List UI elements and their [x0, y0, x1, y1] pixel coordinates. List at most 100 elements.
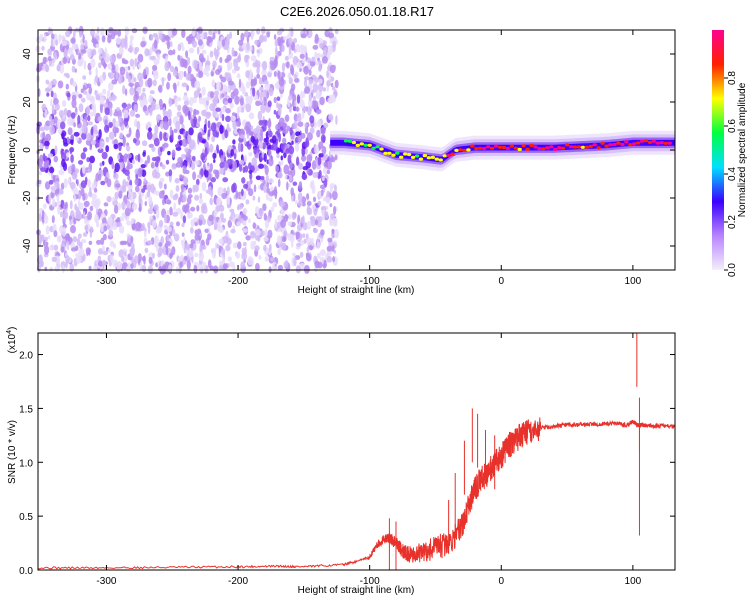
spectrogram-cell: [296, 242, 302, 247]
spectrogram-cell: [38, 88, 41, 97]
spectrogram-peak: [414, 154, 420, 158]
spectrogram-cell: [311, 204, 316, 210]
spectrogram-cell: [54, 189, 60, 195]
spectrogram-cell: [73, 131, 80, 137]
spectrogram-cell: [137, 63, 142, 69]
spectrogram-cell: [193, 116, 198, 125]
spectrogram-cell: [151, 100, 156, 110]
spectrogram-cell: [221, 113, 225, 122]
spectrogram-cell: [42, 56, 47, 65]
spectrogram-cell: [82, 232, 88, 237]
spectrogram-peak: [529, 143, 534, 147]
spectrogram-cell: [252, 128, 259, 135]
spectrogram-cell: [290, 234, 295, 243]
spectrogram-peak: [466, 148, 471, 152]
spectrogram-cell: [108, 72, 115, 80]
spectrogram-peak: [568, 145, 574, 149]
spectrogram-cell: [102, 63, 108, 68]
spectrogram-cell: [139, 77, 144, 88]
spectrogram-cell: [143, 68, 147, 79]
spectrogram-cell: [256, 60, 261, 67]
spectrogram-cell: [259, 86, 264, 92]
spectrogram-cell: [44, 108, 48, 119]
spectrogram-cell: [165, 159, 170, 165]
spectrogram-cell: [91, 102, 96, 111]
spectrogram-cell: [113, 204, 119, 214]
spectrogram-cell: [294, 77, 300, 83]
spectrogram-cell: [234, 95, 240, 105]
spectrogram-cell: [296, 61, 303, 69]
spectrogram-cell: [264, 228, 268, 238]
spectrogram-cell: [227, 219, 232, 228]
spectrogram-cell: [88, 265, 92, 271]
spectrogram-cell: [188, 99, 191, 105]
spectrogram-cell: [188, 212, 193, 219]
spectrogram-cell: [201, 109, 207, 117]
spectrogram-cell: [42, 152, 46, 162]
spectrogram-peak: [450, 152, 455, 156]
spectrogram-cell: [210, 247, 217, 253]
spectrogram-cell: [70, 37, 76, 44]
spectrogram-cell: [78, 160, 84, 165]
spectrogram-cell: [292, 181, 298, 186]
spectrogram-cell: [158, 98, 163, 107]
spectrogram-cell: [63, 210, 69, 220]
spectrogram-cell: [40, 167, 46, 173]
spectrogram-cell: [116, 260, 123, 271]
spectrogram-cell: [219, 110, 223, 119]
spectrogram-cell: [252, 222, 256, 230]
spectrogram-cell: [87, 168, 91, 173]
spectrogram-peak: [387, 151, 392, 155]
spectrogram-cell: [187, 187, 193, 194]
spectrogram-cell: [334, 229, 339, 239]
spectrogram-cell: [120, 124, 125, 131]
spectrogram-cell: [263, 183, 267, 193]
spectrogram-cell: [71, 163, 76, 173]
spectrogram-peak: [663, 141, 668, 145]
spectrogram-cell: [181, 138, 188, 147]
spectrogram-cell: [84, 39, 88, 48]
chart-title: C2E6.2026.050.01.18.R17: [280, 4, 434, 19]
spectrogram-peak: [628, 143, 633, 147]
spectrogram-cell: [66, 244, 69, 250]
spectrogram-cell: [102, 233, 107, 241]
spectrogram-cell: [277, 172, 283, 179]
spectrogram-cell: [283, 151, 287, 159]
spectrogram-cell: [48, 26, 52, 35]
spectrogram-cell: [102, 88, 107, 95]
spectrogram-cell: [147, 208, 154, 215]
spectrogram-cell: [245, 235, 251, 241]
spectrogram-cell: [289, 106, 292, 113]
spectrogram-cell: [137, 53, 144, 63]
spectrogram-cell: [105, 53, 110, 64]
spectrogram-cell: [321, 176, 325, 182]
spectrogram-cell: [240, 32, 245, 42]
spectrogram-cell: [326, 80, 331, 87]
spectrogram-cell: [99, 162, 103, 167]
spectrogram-cell: [326, 70, 329, 79]
spectrogram-cell: [56, 251, 59, 257]
spectrogram-cell: [119, 132, 124, 139]
spectrogram-cell: [264, 256, 269, 262]
spectrogram-cell: [49, 267, 54, 272]
spectrogram-cell: [315, 90, 321, 100]
snr-y-ticks: 0.0 0.5 1.0 1.5 2.0: [19, 351, 675, 577]
spectrogram-cell: [293, 73, 298, 79]
spectrogram-cell: [175, 161, 182, 168]
spectrogram-cell: [280, 143, 285, 151]
spectrogram-cell: [152, 252, 155, 259]
spectrogram-cell: [277, 214, 283, 222]
spectrogram-cell: [205, 165, 210, 171]
spectrogram-cell: [78, 52, 82, 61]
spectrogram-cell: [163, 142, 169, 148]
spectrogram-cell: [251, 157, 258, 167]
spectrogram-cell: [236, 109, 240, 119]
spectrogram-cell: [302, 166, 309, 171]
spectrogram-cell: [67, 178, 71, 184]
spectrogram-cell: [284, 215, 289, 220]
spectrogram-cell: [210, 91, 215, 99]
spectrogram-cell: [51, 78, 57, 86]
spectrogram-cell: [184, 147, 189, 153]
spectrogram-cell: [277, 70, 281, 80]
y-tick-label: 2.0: [19, 351, 33, 362]
